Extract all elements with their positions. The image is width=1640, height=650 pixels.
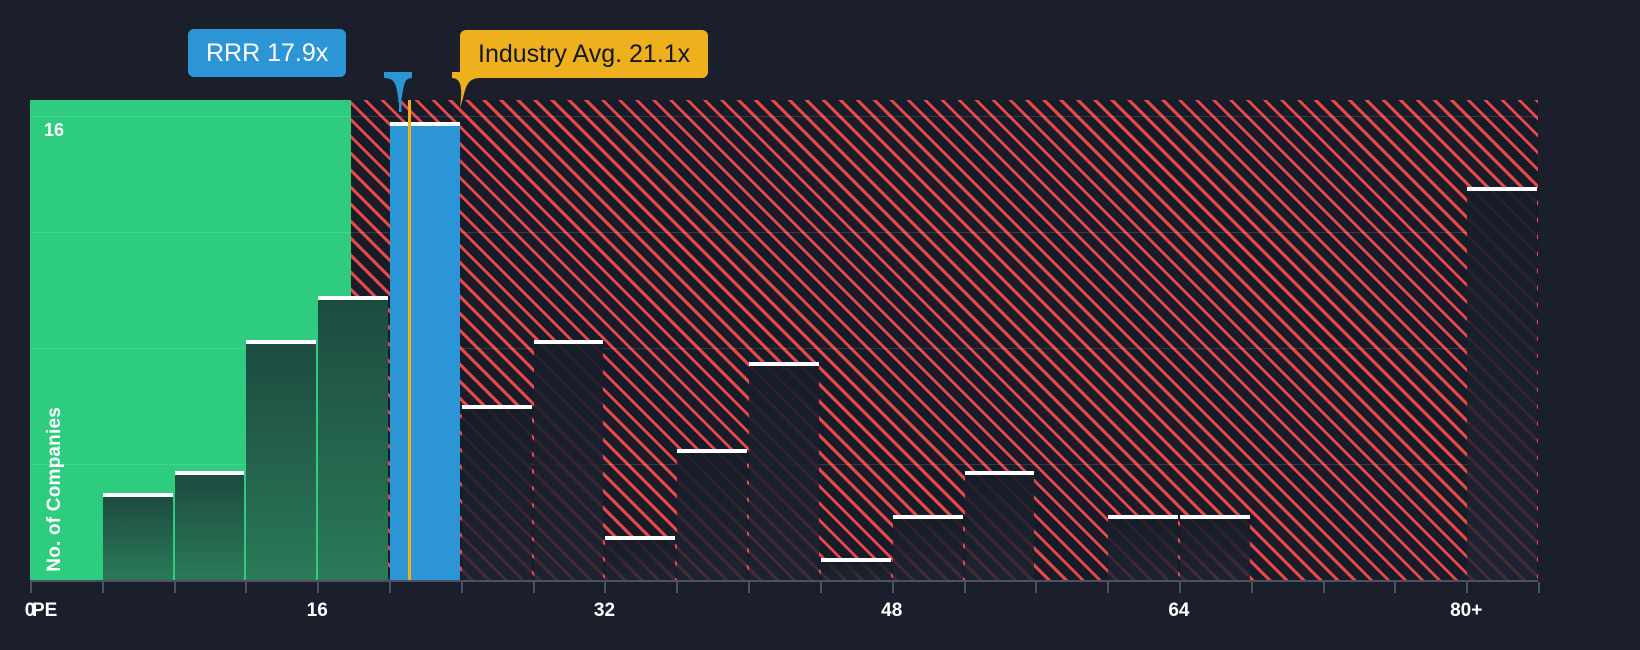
rrr-callout[interactable]: RRR 17.9x xyxy=(188,29,347,77)
histogram-bars xyxy=(30,100,1538,580)
histogram-bar[interactable] xyxy=(749,361,819,580)
bar-body xyxy=(1108,518,1178,580)
x-axis-line xyxy=(30,580,1538,582)
x-axis-tick-label: 64 xyxy=(1168,600,1190,621)
x-axis-tick xyxy=(460,582,463,593)
bar-body xyxy=(892,518,963,580)
rrr-callout-tail xyxy=(384,72,412,112)
x-axis-prefix-label: PE xyxy=(32,600,58,621)
x-axis-tick xyxy=(532,582,535,593)
bar-top-cap xyxy=(390,121,460,126)
x-axis-tick xyxy=(1250,582,1253,593)
histogram-bar[interactable] xyxy=(461,405,532,580)
x-axis-tick xyxy=(30,582,32,593)
histogram-bar[interactable] xyxy=(533,340,604,580)
bar-top-cap xyxy=(318,296,389,301)
x-axis-tick xyxy=(748,582,751,593)
histogram-bar[interactable] xyxy=(1108,514,1178,580)
bar-top-cap xyxy=(1179,514,1250,519)
x-axis-tick xyxy=(245,582,248,593)
bar-top-cap xyxy=(102,492,173,497)
bar-top-cap xyxy=(892,514,963,519)
industry-average-line xyxy=(407,100,411,580)
histogram-bar[interactable] xyxy=(964,470,1035,580)
histogram-bar[interactable] xyxy=(174,470,245,580)
bar-top-cap xyxy=(964,470,1035,475)
x-axis-tick xyxy=(1394,582,1397,593)
bar-body xyxy=(102,496,173,580)
plot-area xyxy=(30,100,1538,580)
y-axis-label: No. of Companies xyxy=(44,407,65,572)
bar-top-cap xyxy=(461,405,532,410)
x-axis-tick xyxy=(101,582,104,593)
x-axis-tick xyxy=(1178,582,1181,593)
x-axis-tick xyxy=(1107,582,1110,593)
bar-top-cap xyxy=(605,536,676,541)
x-axis-tick xyxy=(891,582,894,593)
histogram-bar[interactable] xyxy=(605,536,676,580)
bar-body xyxy=(964,474,1035,580)
x-axis-tick xyxy=(1322,582,1325,593)
bar-body xyxy=(390,125,460,580)
bar-top-cap xyxy=(1467,187,1537,192)
bar-top-cap xyxy=(820,558,891,563)
bar-body xyxy=(318,300,389,580)
histogram-bar[interactable] xyxy=(390,121,460,580)
bar-top-cap xyxy=(533,340,604,344)
histogram-bar[interactable] xyxy=(677,449,748,580)
histogram-bar[interactable] xyxy=(1467,187,1537,580)
bar-body xyxy=(677,453,748,580)
x-axis-tick xyxy=(1035,582,1038,593)
bar-body xyxy=(1179,518,1250,580)
bar-top-cap xyxy=(749,361,819,366)
x-axis-tick-label: 48 xyxy=(881,600,903,621)
x-axis-tick-label: 16 xyxy=(306,600,328,621)
bar-body xyxy=(749,365,819,580)
x-axis-tick xyxy=(819,582,822,593)
x-axis-tick xyxy=(963,582,966,593)
bar-top-cap xyxy=(1108,514,1178,519)
x-axis-tick xyxy=(676,582,679,593)
x-axis-tick xyxy=(317,582,320,593)
x-axis-tick xyxy=(173,582,176,593)
bar-body xyxy=(605,540,676,580)
bar-body xyxy=(461,409,532,580)
x-axis-tick-label: 0 xyxy=(24,600,36,621)
bar-top-cap xyxy=(174,470,245,475)
histogram-bar[interactable] xyxy=(892,514,963,580)
bar-body xyxy=(820,562,891,580)
industry-average-callout[interactable]: Industry Avg. 21.1x xyxy=(460,30,709,78)
x-axis-tick-label: 32 xyxy=(593,600,616,621)
bar-top-cap xyxy=(246,340,317,344)
bar-body xyxy=(533,344,604,580)
bar-body xyxy=(246,344,317,580)
histogram-bar[interactable] xyxy=(1179,514,1250,580)
x-axis-tick xyxy=(1538,582,1540,593)
x-axis-tick xyxy=(389,582,392,593)
industry-avg-callout-tail xyxy=(450,72,480,108)
x-axis-tick-label: 80+ xyxy=(1450,600,1483,621)
bar-top-cap xyxy=(677,449,748,454)
histogram-bar[interactable] xyxy=(246,340,317,580)
histogram-bar[interactable] xyxy=(318,296,389,580)
x-axis-tick xyxy=(1466,582,1469,593)
histogram-bar[interactable] xyxy=(102,492,173,580)
x-axis-tick xyxy=(604,582,607,593)
bar-body xyxy=(174,474,245,580)
y-gridline-value: 16 xyxy=(44,120,65,140)
histogram-bar[interactable] xyxy=(820,558,891,580)
bar-body xyxy=(1467,191,1537,580)
